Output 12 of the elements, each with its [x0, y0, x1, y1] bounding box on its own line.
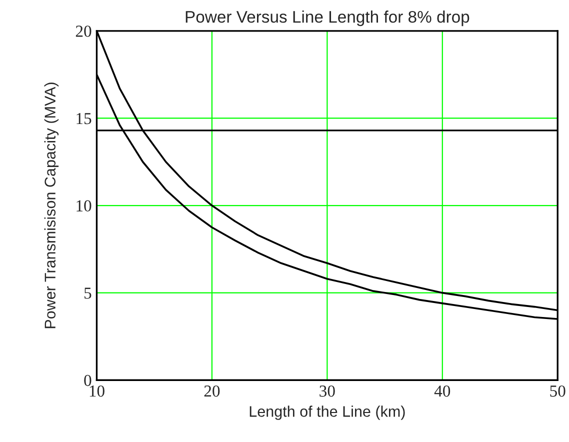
y-axis-title: Power Transmisison Capacity (MVA) [44, 82, 59, 328]
chart-title: Power Versus Line Length for 8% drop [186, 10, 470, 26]
y-tick-label: 10 [76, 200, 92, 212]
y-tick-label: 20 [76, 26, 92, 37]
y-tick-label: 0 [84, 374, 92, 386]
x-tick-label: 40 [434, 385, 450, 397]
y-tick-label: 15 [76, 113, 92, 124]
y-tick-label: 5 [84, 288, 92, 299]
x-axis-title: Length of the Line (km) [250, 406, 405, 420]
x-tick-label: 50 [550, 385, 566, 397]
x-tick-label: 30 [320, 385, 335, 397]
x-tick-label: 20 [204, 385, 220, 397]
